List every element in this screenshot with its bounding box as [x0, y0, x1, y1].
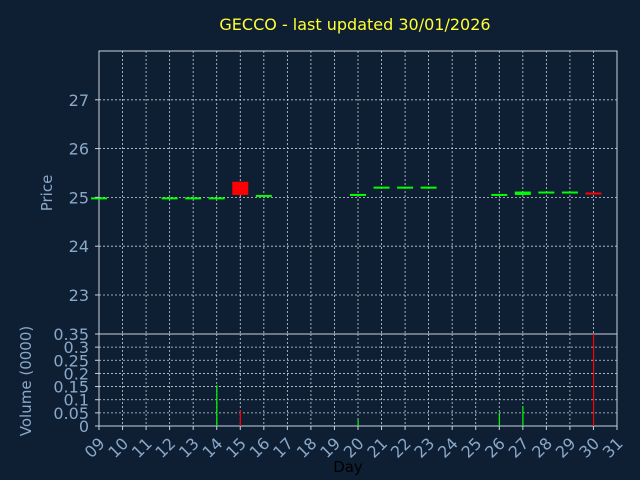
volume-bar-15	[239, 410, 241, 426]
candle-22	[397, 186, 414, 189]
x-tick-label: 31	[599, 434, 627, 462]
price-candles	[91, 181, 602, 200]
candle-9	[91, 197, 107, 200]
candle-16	[255, 194, 272, 197]
volume-bar-20	[357, 419, 359, 426]
volume-tick-label: 0.05	[53, 404, 89, 423]
volume-tick-label: 0.1	[64, 391, 89, 410]
chart-title: GECCO - last updated 30/01/2026	[219, 15, 490, 34]
x-axis-label: Day	[333, 458, 363, 476]
candle-29	[561, 191, 578, 194]
volume-axis-label: Volume (0000)	[17, 326, 35, 436]
volume-tick-label: 0	[79, 417, 89, 436]
x-axis-ticks: 0910111213141516171819202122232425262728…	[81, 426, 627, 462]
volume-bar-14	[216, 385, 218, 426]
candle-28	[538, 191, 555, 194]
volume-tick-label: 0.25	[53, 351, 89, 370]
candle-30	[585, 192, 602, 195]
candle-20	[350, 193, 366, 196]
price-tick-label: 27	[69, 91, 89, 110]
candle-12	[161, 197, 178, 200]
volume-panel: 00.050.10.150.20.250.30.35 Volume (0000)	[17, 325, 618, 436]
price-tick-label: 23	[69, 286, 89, 305]
volume-bar-30	[592, 334, 595, 426]
volume-tick-label: 0.3	[64, 338, 89, 357]
candle-14	[208, 197, 225, 200]
candle-13	[185, 197, 202, 200]
candle-27	[514, 191, 531, 195]
volume-tick-label: 0.15	[53, 378, 89, 397]
volume-tick-label: 0.2	[64, 364, 89, 383]
price-axis-label: Price	[38, 175, 56, 212]
price-tick-label: 26	[69, 140, 89, 159]
candle-21	[373, 186, 390, 189]
candle-26	[491, 193, 508, 196]
volume-y-ticks: 00.050.10.150.20.250.30.35	[53, 325, 99, 436]
price-tick-label: 25	[69, 188, 89, 207]
candle-15	[232, 181, 249, 195]
volume-bar-26	[498, 412, 500, 426]
volume-tick-label: 0.35	[53, 325, 89, 344]
volume-bars	[216, 334, 595, 426]
price-tick-label: 24	[69, 237, 89, 256]
volume-grid	[99, 334, 617, 426]
price-y-ticks: 23 24 25 26 27	[69, 91, 99, 305]
volume-bar-27	[522, 406, 524, 426]
price-panel: 23 24 25 26 27 Price	[38, 50, 618, 335]
candle-23	[420, 186, 437, 189]
